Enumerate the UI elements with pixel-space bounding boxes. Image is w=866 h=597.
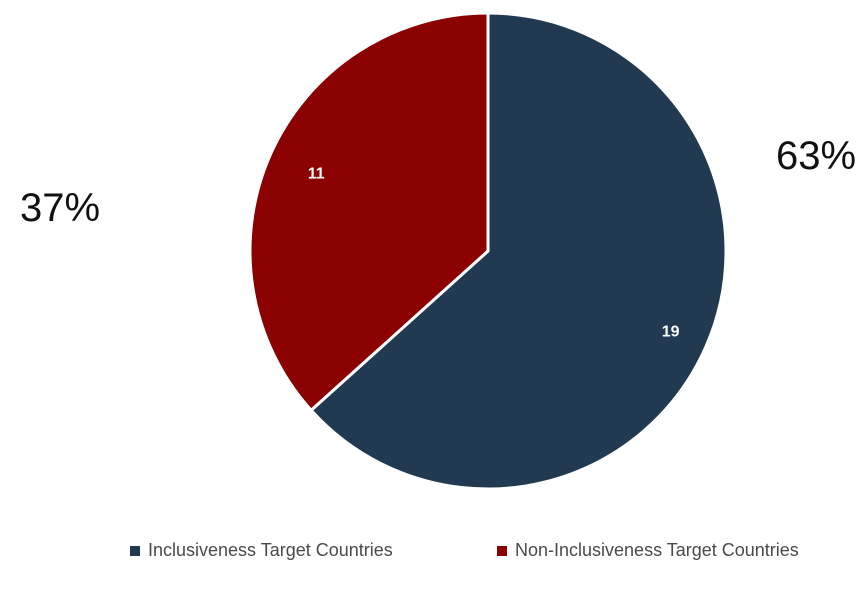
percent-label-inclusiveness: 63% (776, 134, 857, 178)
slice-non-inclusiveness (248, 11, 490, 412)
data-label-non-inclusiveness: 11 (308, 166, 325, 183)
legend: Inclusiveness Target Countries Non-Inclu… (0, 540, 866, 564)
legend-swatch-inclusiveness (130, 545, 140, 556)
legend-swatch-non-inclusiveness (497, 545, 507, 556)
percent-label-non-inclusiveness: 37% (20, 186, 101, 230)
legend-label-inclusiveness: Inclusiveness Target Countries (148, 540, 393, 560)
slice-inclusiveness (309, 11, 728, 491)
legend-label-non-inclusiveness: Non-Inclusiveness Target Countries (515, 540, 799, 560)
data-label-inclusiveness: 19 (662, 324, 680, 341)
legend-item-non-inclusiveness: Non-Inclusiveness Target Countries (497, 540, 799, 561)
legend-item-inclusiveness: Inclusiveness Target Countries (130, 540, 393, 561)
